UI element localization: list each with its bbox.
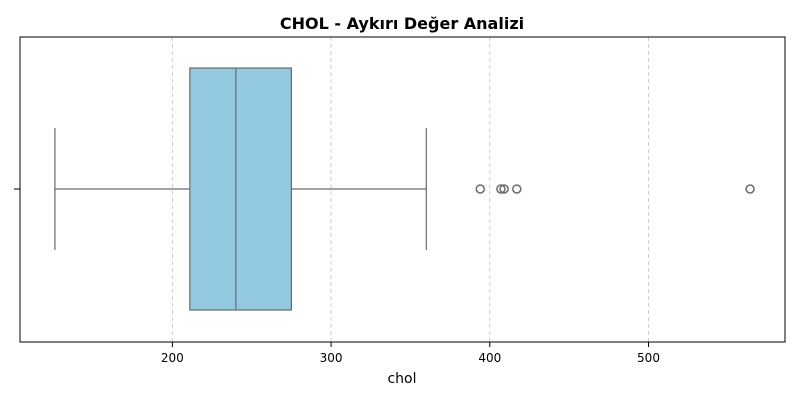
iqr-box — [189, 67, 293, 311]
x-axis-ticks: 200 300 400 500 — [161, 342, 660, 365]
outlier-point — [499, 184, 509, 194]
box-plot — [54, 67, 755, 311]
chart-title: CHOL - Aykırı Değer Analizi — [280, 14, 524, 33]
x-tick-label: 200 — [161, 351, 184, 365]
x-axis-label: chol — [387, 371, 416, 387]
x-tick-label: 400 — [478, 351, 501, 365]
outlier-point — [475, 184, 486, 194]
outlier-point — [745, 184, 755, 194]
x-tick-label: 500 — [637, 351, 660, 365]
x-tick-label: 300 — [320, 351, 343, 365]
grid-lines — [171, 37, 650, 342]
outlier-point — [512, 184, 522, 194]
outlier-point — [496, 184, 506, 194]
